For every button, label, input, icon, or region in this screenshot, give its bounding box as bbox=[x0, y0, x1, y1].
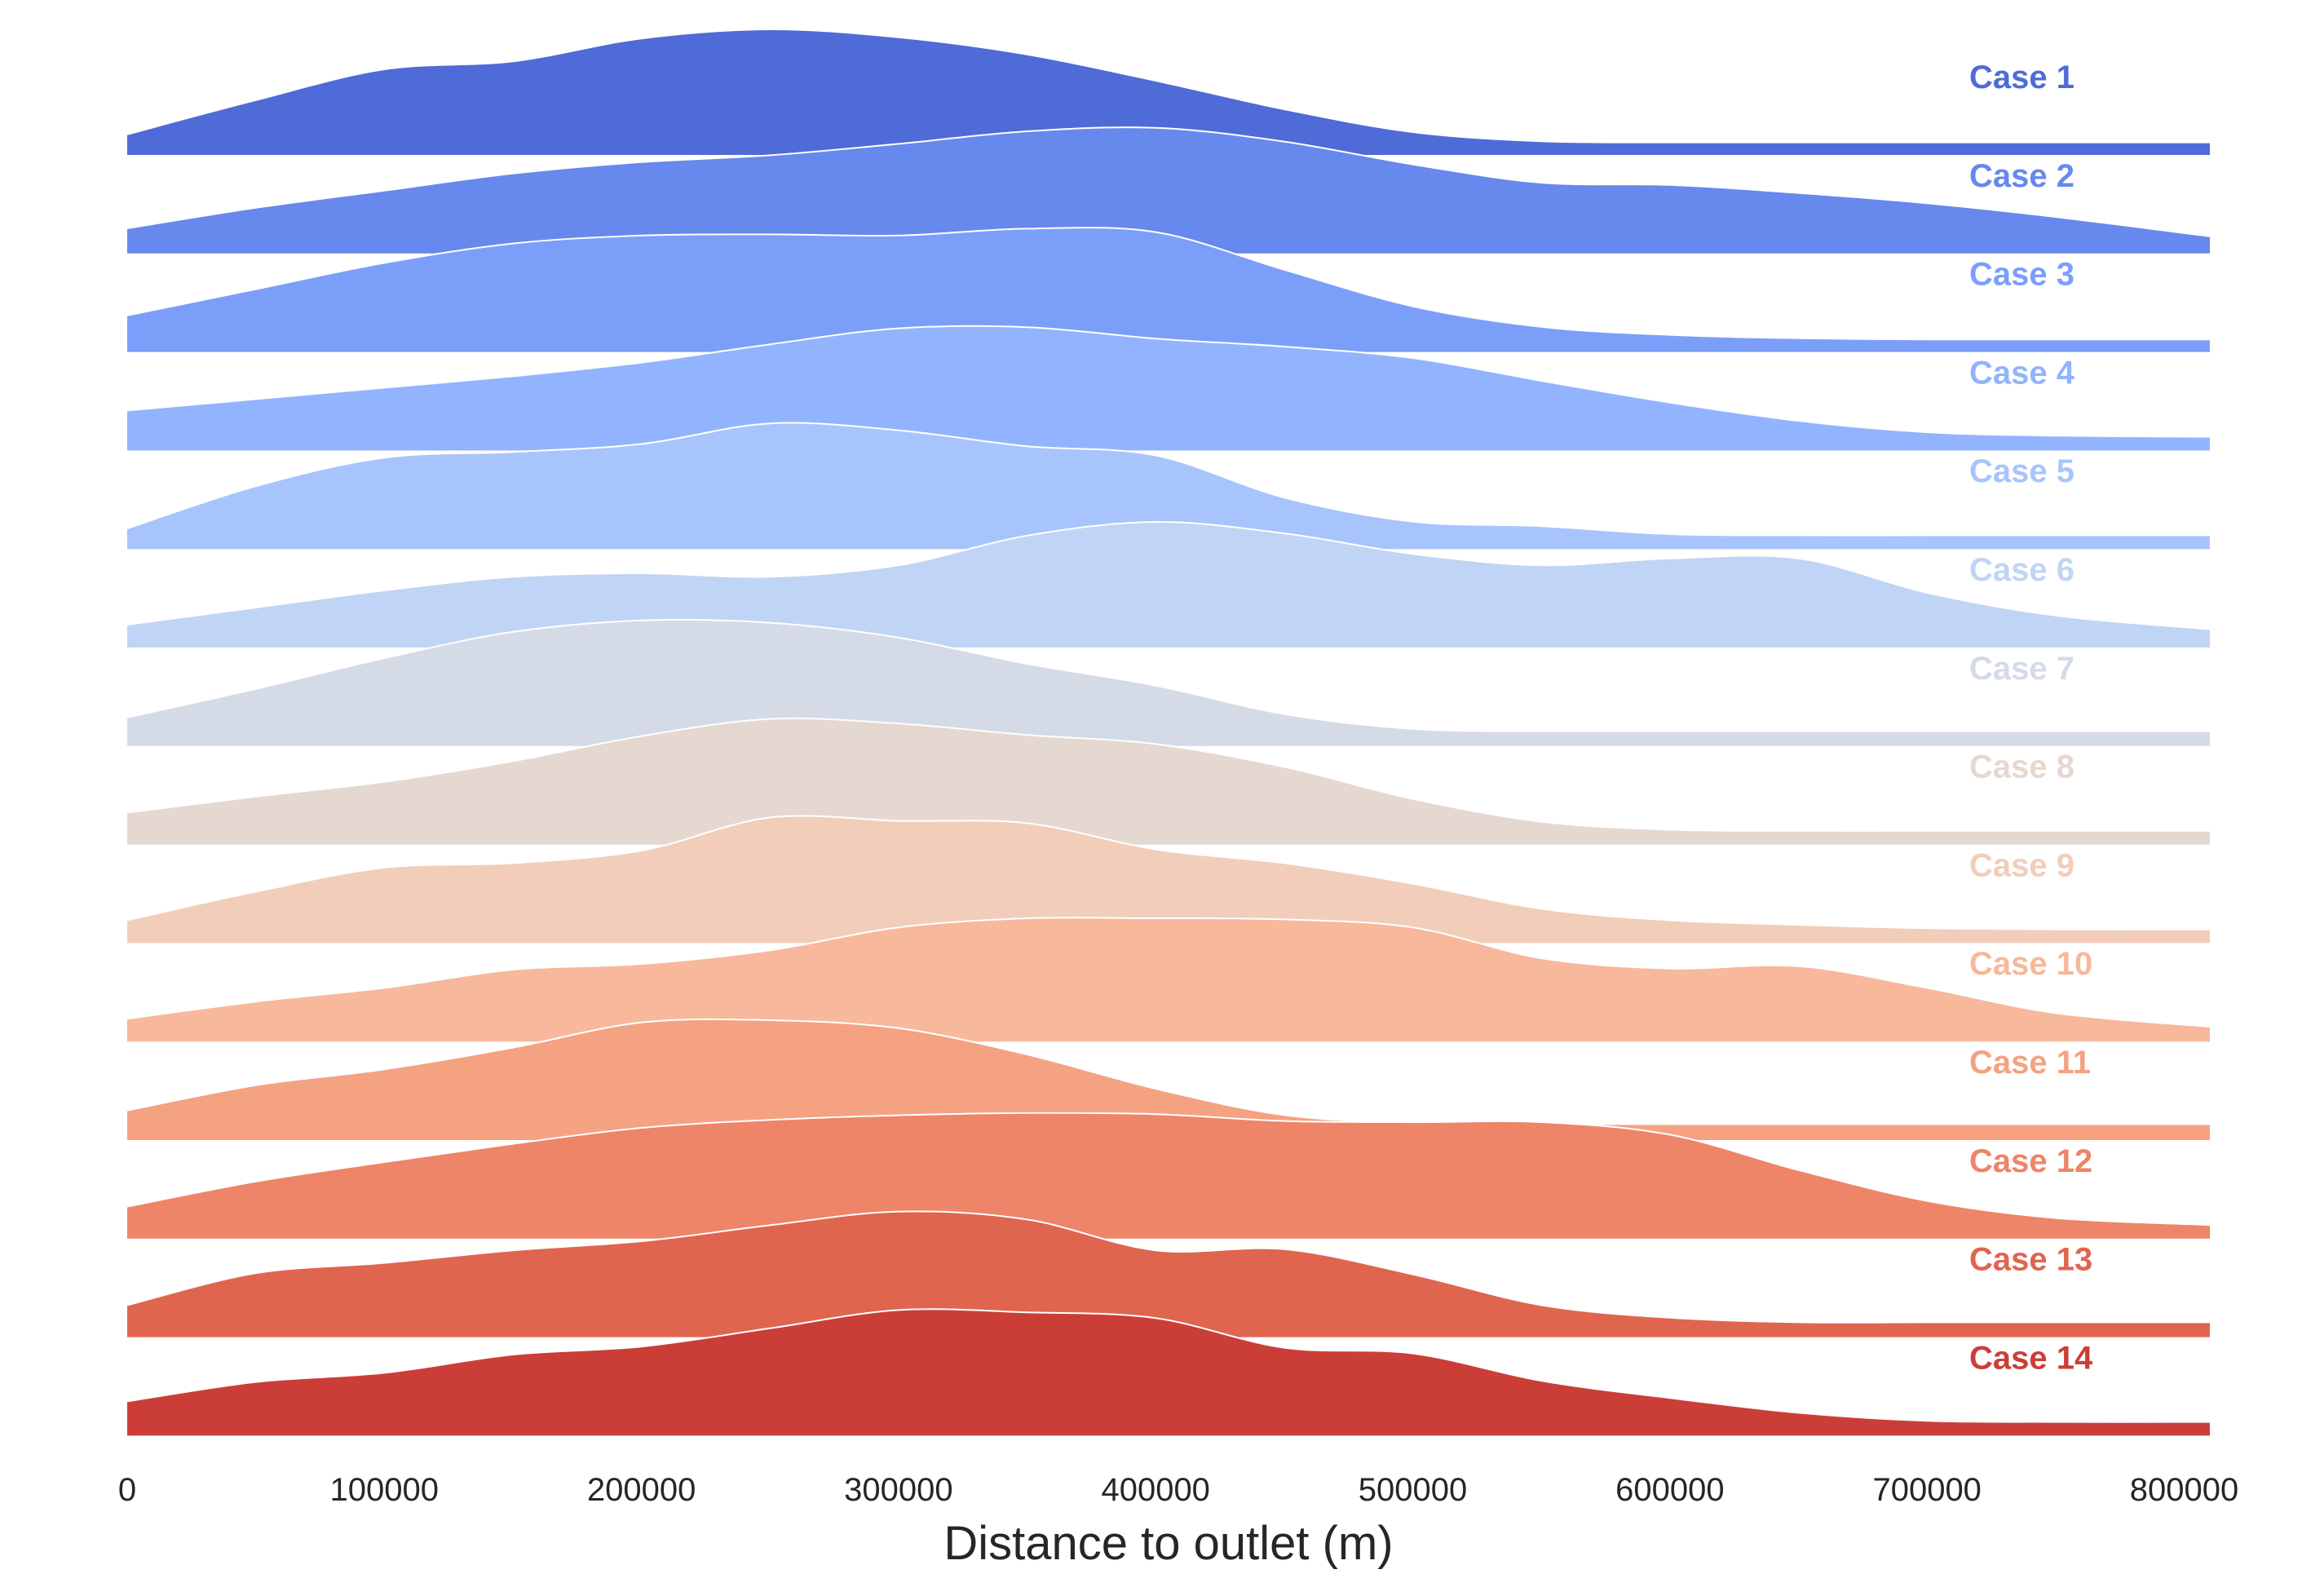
ridge-outline-case-10 bbox=[126, 917, 2211, 1028]
ridge-area-case-3 bbox=[127, 228, 2210, 352]
ridge-case-10: Case 10 bbox=[126, 917, 2211, 1042]
series-label-case-7: Case 7 bbox=[1969, 651, 2074, 687]
series-label-case-14: Case 14 bbox=[1969, 1340, 2093, 1376]
ridge-outline-case-11 bbox=[126, 1018, 2210, 1125]
ridge-case-2: Case 2 bbox=[126, 126, 2211, 254]
ridge-area-case-12 bbox=[127, 1112, 2210, 1239]
ridge-case-5: Case 5 bbox=[126, 422, 2210, 550]
ridge-case-8: Case 8 bbox=[126, 717, 2210, 845]
ridge-case-3: Case 3 bbox=[126, 227, 2210, 352]
series-label-case-8: Case 8 bbox=[1969, 749, 2074, 785]
ridge-case-14: Case 14 bbox=[126, 1308, 2211, 1436]
ridge-outline-case-4 bbox=[126, 325, 2211, 438]
x-tick-label: 200000 bbox=[587, 1472, 696, 1508]
ridge-outline-case-14 bbox=[126, 1308, 2211, 1423]
ridge-outline-case-7 bbox=[126, 618, 2210, 732]
series-label-case-4: Case 4 bbox=[1969, 355, 2075, 391]
ridge-area-case-10 bbox=[127, 917, 2210, 1042]
ridge-area-case-8 bbox=[127, 718, 2210, 845]
series-label-case-11: Case 11 bbox=[1969, 1045, 2091, 1081]
ridge-outline-case-12 bbox=[126, 1112, 2211, 1226]
series-label-case-6: Case 6 bbox=[1969, 552, 2074, 588]
ridge-area-case-4 bbox=[127, 325, 2210, 451]
ridge-area-case-2 bbox=[127, 127, 2210, 254]
ridge-case-1: Case 1 bbox=[126, 28, 2210, 155]
x-tick-label: 600000 bbox=[1615, 1472, 1724, 1508]
series-label-case-3: Case 3 bbox=[1969, 257, 2074, 293]
ridge-area-case-9 bbox=[127, 816, 2210, 944]
x-tick-label: 400000 bbox=[1101, 1472, 1209, 1508]
series-label-case-5: Case 5 bbox=[1969, 453, 2074, 489]
ridge-area-case-11 bbox=[127, 1019, 2210, 1140]
x-tick-label: 100000 bbox=[330, 1472, 439, 1508]
x-axis-tick-labels: 0 100000 200000 300000 400000 500000 600000 700… bbox=[118, 1472, 2238, 1508]
x-tick-label: 500000 bbox=[1359, 1472, 1467, 1508]
series-label-case-12: Case 12 bbox=[1969, 1143, 2092, 1179]
series-label-case-2: Case 2 bbox=[1969, 158, 2074, 194]
ridge-area-case-6 bbox=[127, 521, 2210, 648]
ridge-case-9: Case 9 bbox=[126, 815, 2211, 944]
ridge-outline-case-6 bbox=[126, 520, 2211, 630]
x-tick-label: 800000 bbox=[2130, 1472, 2238, 1508]
x-tick-label: 700000 bbox=[1872, 1472, 1981, 1508]
ridge-case-13: Case 13 bbox=[126, 1210, 2210, 1337]
ridge-case-6: Case 6 bbox=[126, 520, 2211, 648]
ridge-outline-case-2 bbox=[126, 126, 2211, 237]
x-tick-label: 300000 bbox=[844, 1472, 952, 1508]
ridge-outline-case-3 bbox=[126, 227, 2210, 341]
x-tick-label: 0 bbox=[118, 1472, 136, 1508]
series-label-case-9: Case 9 bbox=[1969, 847, 2074, 883]
ridge-outline-case-5 bbox=[126, 422, 2210, 537]
ridge-area-case-14 bbox=[127, 1309, 2210, 1436]
series-label-case-13: Case 13 bbox=[1969, 1242, 2092, 1278]
ridge-outline-case-1 bbox=[126, 28, 2210, 144]
ridge-area-case-7 bbox=[127, 619, 2210, 746]
x-axis-title: Distance to outlet (m) bbox=[943, 1517, 1393, 1570]
series-label-case-10: Case 10 bbox=[1969, 946, 2092, 982]
ridge-case-11: Case 11 bbox=[126, 1018, 2210, 1140]
ridge-area-case-5 bbox=[127, 422, 2210, 550]
ridge-case-7: Case 7 bbox=[126, 618, 2210, 746]
ridge-case-12: Case 12 bbox=[126, 1112, 2211, 1239]
ridge-outline-case-8 bbox=[126, 717, 2210, 832]
ridge-area-case-1 bbox=[127, 29, 2210, 155]
ridge-outline-case-9 bbox=[126, 815, 2211, 931]
series-label-case-1: Case 1 bbox=[1969, 60, 2074, 95]
ridge-outline-case-13 bbox=[126, 1210, 2210, 1324]
ridge-area-case-13 bbox=[127, 1211, 2210, 1337]
ridge-case-4: Case 4 bbox=[126, 325, 2211, 451]
ridges-group: Case 1 Case 2 Case 3 Case 4 Case 5 Case 6 Case… bbox=[126, 28, 2211, 1436]
